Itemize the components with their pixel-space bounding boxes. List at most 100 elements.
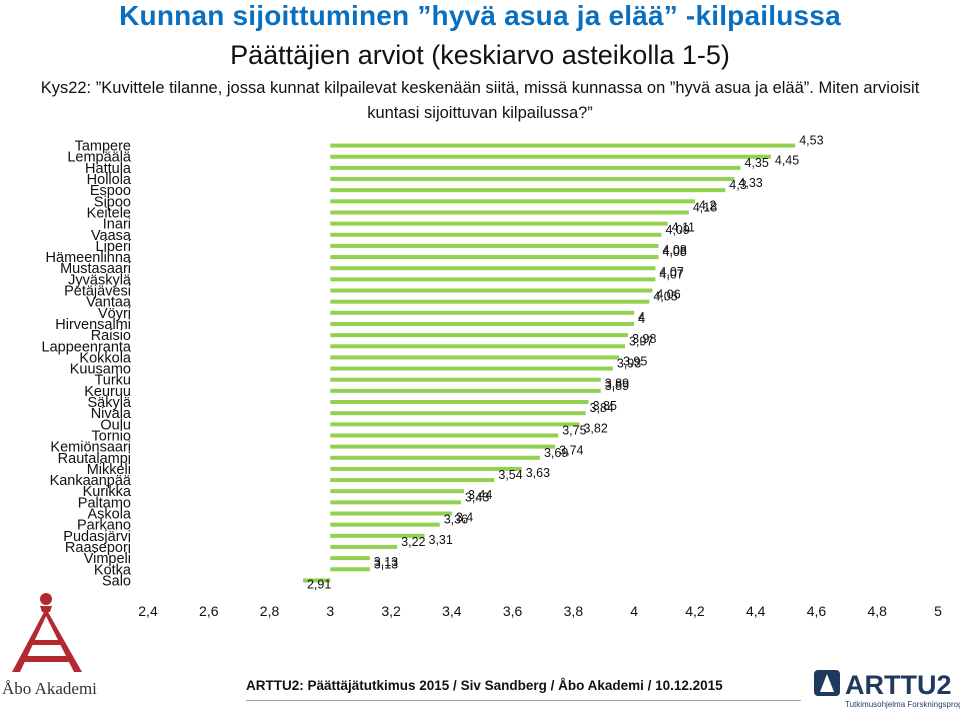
page-subtitle: Päättäjien arviot (keskiarvo asteikolla … (230, 40, 730, 70)
x-tick-label: 3 (326, 603, 334, 619)
bar (330, 165, 741, 170)
category-label: Raisio (91, 328, 131, 344)
bar (330, 255, 659, 260)
category-label: Nivala (91, 406, 132, 422)
bar (330, 221, 668, 226)
category-label: Hämeenlinna (46, 250, 132, 266)
value-label: 4,2 (699, 198, 716, 212)
category-label: Oulu (100, 417, 131, 433)
bar (330, 344, 626, 349)
value-label: 3,95 (623, 354, 647, 368)
bar (330, 388, 601, 393)
bar (330, 366, 613, 371)
category-label: Kokkola (79, 350, 132, 366)
category-label: Kotka (94, 562, 132, 578)
arttu2-logo-text: ARTTU2 (845, 670, 952, 700)
x-tick-label: 4,8 (867, 603, 887, 619)
bar (330, 266, 656, 271)
bar (330, 288, 653, 293)
bar (330, 466, 522, 471)
bar (330, 177, 735, 182)
value-label: 4,07 (659, 265, 683, 279)
value-label: 4,35 (745, 156, 769, 170)
value-label: 3,75 (562, 423, 586, 437)
x-tick-label: 2,6 (199, 603, 219, 619)
category-label: Kuusamo (70, 362, 131, 378)
value-label: 3,89 (605, 377, 629, 391)
x-tick-label: 5 (934, 603, 942, 619)
x-tick-label: 4,2 (685, 603, 705, 619)
survey-question-line-2: kuntasi sijoittuvan kilpailussa?” (367, 104, 593, 122)
value-label: 3,82 (583, 421, 607, 435)
arttu2-logo-tagline: Tutkimusohjelma Forskningsprogram (845, 700, 960, 709)
footer-citation: ARTTU2: Päättäjätutkimus 2015 / Siv Sand… (246, 678, 723, 693)
value-label: 3,43 (465, 490, 489, 504)
value-label: 3,84 (590, 401, 614, 415)
value-label: 3,54 (498, 468, 522, 482)
value-label: 4,07 (659, 267, 683, 281)
category-label: Turku (94, 373, 131, 389)
value-label: 3,22 (401, 535, 425, 549)
value-label: 3,13 (374, 555, 398, 569)
category-label: Lappeenranta (42, 339, 132, 355)
value-label: 4,08 (662, 243, 686, 257)
category-label: Vaasa (91, 228, 132, 244)
category-label: Salo (102, 573, 131, 589)
value-label: 3,4 (456, 511, 473, 525)
bar (330, 154, 771, 159)
x-tick-label: 2,4 (138, 603, 158, 619)
x-tick-label: 4 (630, 603, 638, 619)
x-tick-label: 3,4 (442, 603, 462, 619)
category-label: Säkylä (87, 395, 131, 411)
bar (330, 567, 370, 572)
value-label: 3,98 (632, 332, 656, 346)
arttu2-logo: ARTTU2 Tutkimusohjelma Forskningsprogram (814, 670, 960, 709)
x-tick-label: 3,2 (381, 603, 401, 619)
category-label: Keuruu (84, 384, 131, 400)
bar (330, 478, 495, 483)
bar (330, 333, 629, 338)
bar (330, 188, 726, 193)
category-label: Paltamo (78, 495, 131, 511)
bar (330, 544, 398, 549)
value-label: 4,45 (775, 154, 799, 168)
value-label: 3,13 (374, 557, 398, 571)
value-label: 4,53 (799, 134, 823, 148)
x-tick-label: 4,6 (807, 603, 827, 619)
bar (330, 310, 635, 315)
category-label: Mikkeli (87, 462, 131, 478)
bar (330, 444, 556, 449)
category-label: Jyväskylä (68, 272, 132, 288)
bar (330, 243, 659, 248)
page-title: Kunnan sijoittuminen ”hyvä asua ja elää”… (119, 0, 841, 31)
value-label: 4 (638, 310, 645, 324)
value-label: 3,36 (444, 513, 468, 527)
category-label: Mustasaari (60, 261, 131, 277)
bar (330, 299, 650, 304)
bar (330, 400, 589, 405)
value-label: 3,74 (559, 444, 583, 458)
value-label: 3,89 (605, 379, 629, 393)
value-label: 4,3 (729, 178, 746, 192)
category-label: Lempäälä (67, 150, 132, 166)
abo-akademi-logo: Åbo Akademi (2, 593, 97, 698)
value-label: 3,93 (617, 357, 641, 371)
value-label: 4,11 (672, 221, 695, 235)
bar (330, 522, 440, 527)
value-label: 3,44 (468, 488, 492, 502)
value-label: 4,06 (656, 288, 680, 302)
bar (330, 489, 464, 494)
category-label: Vimpeli (84, 551, 131, 567)
bar (330, 143, 796, 148)
category-label: Petäjävesi (64, 284, 131, 300)
category-label: Tornio (92, 428, 132, 444)
category-label: Espoo (90, 183, 131, 199)
value-label: 3,85 (593, 399, 617, 413)
category-label: Vantaa (86, 295, 132, 311)
category-label: Raasepori (65, 540, 131, 556)
category-label: Kurikka (83, 484, 132, 500)
bar (330, 500, 461, 505)
category-label: Sipoo (94, 194, 131, 210)
bar (330, 455, 540, 460)
value-label: 4,05 (653, 290, 677, 304)
